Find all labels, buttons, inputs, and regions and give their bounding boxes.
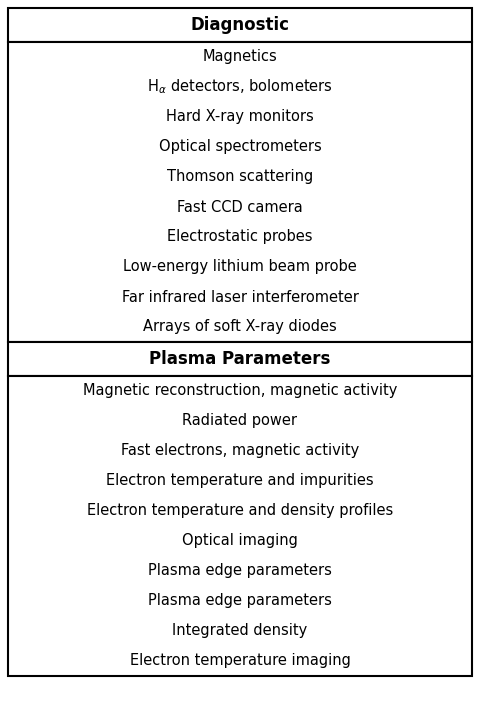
Text: Thomson scattering: Thomson scattering [167,169,313,185]
Bar [8,342,472,376]
Text: Hard X-ray monitors: Hard X-ray monitors [166,110,314,125]
Text: Magnetics: Magnetics [203,50,277,64]
Bar [8,42,472,342]
Text: Magnetic reconstruction, magnetic activity: Magnetic reconstruction, magnetic activi… [83,384,397,399]
Text: Electron temperature and density profiles: Electron temperature and density profile… [87,503,393,518]
Text: H$_{\alpha}$ detectors, bolometers: H$_{\alpha}$ detectors, bolometers [147,78,333,96]
Bar [8,8,472,42]
Text: Electron temperature imaging: Electron temperature imaging [130,653,350,668]
Text: Optical imaging: Optical imaging [182,534,298,549]
Text: Electrostatic probes: Electrostatic probes [167,229,313,244]
Text: Far infrared laser interferometer: Far infrared laser interferometer [121,290,359,304]
Text: Radiated power: Radiated power [182,413,298,428]
Text: Plasma Parameters: Plasma Parameters [149,350,331,368]
Text: Integrated density: Integrated density [172,624,308,639]
Text: Fast electrons, magnetic activity: Fast electrons, magnetic activity [121,443,359,459]
Text: Optical spectrometers: Optical spectrometers [158,139,322,154]
Text: Arrays of soft X-ray diodes: Arrays of soft X-ray diodes [143,319,337,334]
Text: Fast CCD camera: Fast CCD camera [177,200,303,215]
Text: Plasma edge parameters: Plasma edge parameters [148,564,332,578]
Bar [8,376,472,676]
Text: Electron temperature and impurities: Electron temperature and impurities [106,474,374,489]
Text: Plasma edge parameters: Plasma edge parameters [148,593,332,608]
Text: Diagnostic: Diagnostic [191,16,289,34]
Text: Low-energy lithium beam probe: Low-energy lithium beam probe [123,260,357,275]
